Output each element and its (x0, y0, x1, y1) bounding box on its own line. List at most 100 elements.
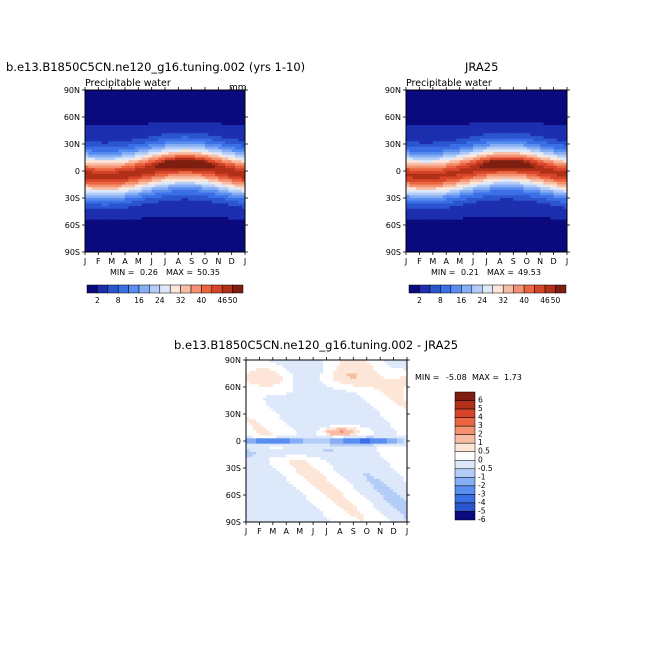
field-cell (432, 122, 437, 126)
field-cell (486, 168, 491, 172)
field-cell (436, 165, 440, 169)
field-cell (111, 208, 116, 212)
field-cell (463, 171, 467, 175)
field-cell (439, 138, 444, 142)
field-cell (141, 195, 146, 199)
field-cell (496, 95, 501, 99)
field-cell (178, 214, 183, 218)
field-cell (520, 103, 524, 107)
field-cell (175, 149, 179, 153)
field-cell (91, 219, 96, 223)
field-cell (101, 208, 106, 212)
field-cell (135, 241, 139, 245)
field-cell (550, 146, 554, 150)
field-cell (171, 192, 176, 196)
field-cell (155, 122, 159, 126)
field-cell (155, 108, 159, 112)
field-cell (145, 235, 149, 239)
field-cell (436, 119, 440, 123)
field-cell (422, 103, 427, 107)
field-cell (198, 157, 203, 161)
field-cell (205, 200, 209, 204)
field-cell (436, 189, 440, 193)
field-cell (225, 135, 229, 139)
field-cell (131, 157, 136, 161)
field-cell (526, 149, 531, 153)
field-cell (489, 127, 494, 131)
field-cell (409, 117, 414, 121)
field-cell (151, 152, 156, 156)
field-cell (161, 225, 166, 229)
field-cell (145, 152, 149, 156)
field-cell (138, 249, 143, 253)
field-cell (523, 100, 528, 104)
field-cell (509, 138, 514, 142)
field-cell (145, 146, 149, 150)
field-cell (530, 106, 534, 110)
field-cell (463, 130, 467, 134)
field-cell (171, 238, 176, 242)
field-cell (121, 222, 126, 226)
field-cell (115, 246, 119, 250)
field-cell (520, 119, 524, 123)
field-cell (526, 195, 531, 199)
field-cell (151, 127, 156, 131)
field-cell (148, 222, 153, 226)
field-cell (469, 173, 474, 177)
field-cell (151, 192, 156, 196)
field-cell (85, 146, 89, 150)
field-cell (452, 154, 457, 158)
field-cell (419, 114, 424, 118)
field-cell (125, 154, 129, 158)
field-cell (543, 108, 548, 112)
field-cell (513, 117, 518, 121)
field-cell (101, 133, 106, 137)
field-cell (560, 138, 565, 142)
colorbar-box (221, 284, 233, 294)
field-cell (560, 108, 565, 112)
field-cell (221, 127, 226, 131)
field-cell (185, 219, 189, 223)
field-cell (95, 187, 99, 191)
field-cell (225, 216, 229, 220)
field-cell (228, 219, 233, 223)
field-cell (171, 146, 176, 150)
field-cell (499, 90, 504, 94)
field-cell (218, 146, 223, 150)
field-cell (208, 179, 213, 183)
field-cell (198, 200, 203, 204)
field-cell (151, 235, 156, 239)
field-cell (516, 162, 521, 166)
field-cell (228, 95, 233, 99)
field-cell (158, 168, 163, 172)
field-cell (191, 225, 196, 229)
field-cell (466, 119, 471, 123)
field-cell (506, 122, 511, 126)
field-cell (429, 149, 434, 153)
field-cell (429, 100, 434, 104)
field-cell (409, 133, 414, 137)
field-cell (406, 152, 410, 156)
field-cell (95, 241, 99, 245)
field-cell (469, 157, 474, 161)
field-cell (185, 181, 189, 185)
field-cell (195, 195, 199, 199)
field-cell (556, 135, 561, 139)
field-cell (439, 181, 444, 185)
field-cell (165, 130, 169, 134)
field-cell (195, 235, 199, 239)
field-cell (91, 200, 96, 204)
field-cell (178, 130, 183, 134)
field-cell (125, 92, 129, 96)
field-cell (218, 192, 223, 196)
field-cell (516, 176, 521, 180)
field-cell (201, 117, 206, 121)
field-cell (85, 103, 89, 107)
field-cell (439, 119, 444, 123)
field-cell (198, 90, 203, 94)
field-cell (98, 184, 103, 188)
field-cell (553, 130, 558, 134)
field-cell (486, 114, 491, 118)
field-cell (238, 152, 243, 156)
field-cell (185, 173, 189, 177)
